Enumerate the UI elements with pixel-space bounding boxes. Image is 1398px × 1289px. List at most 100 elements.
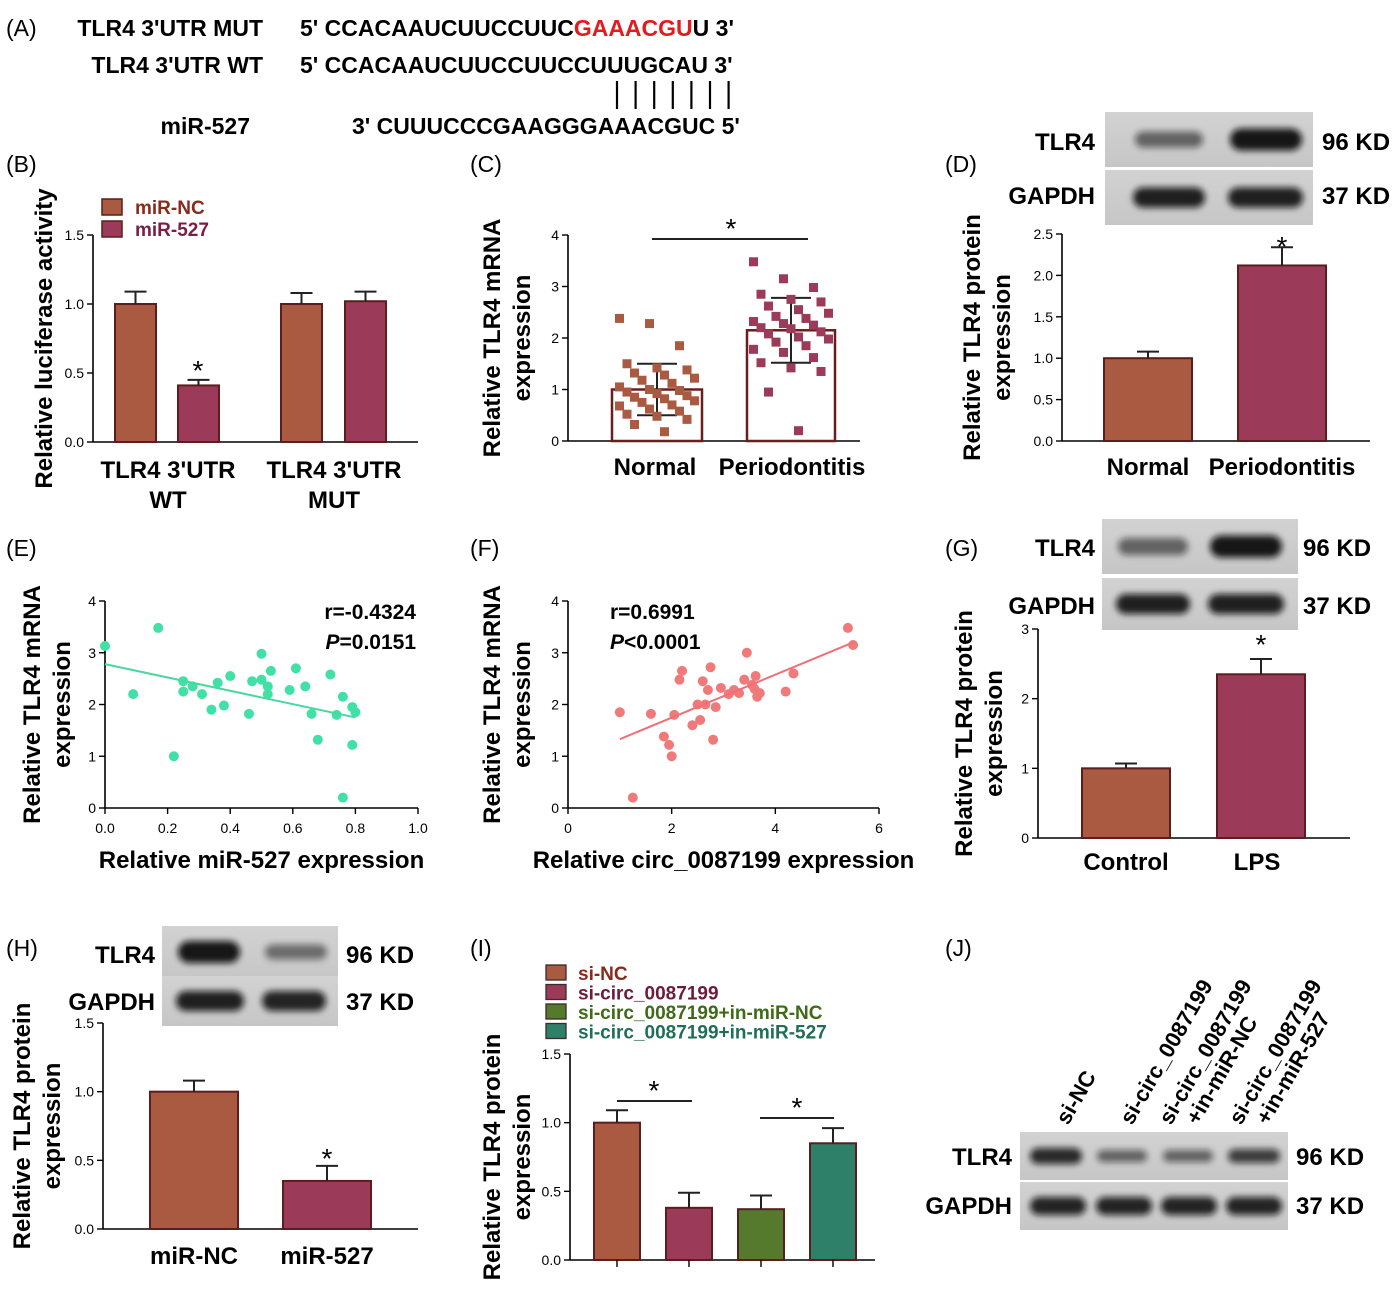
chart-i: 0.0 0.5 1.0 1.5 Relative TLR4 protein express…	[479, 964, 875, 1280]
x-tick-label: miR-NC	[150, 1243, 238, 1270]
kd-label-37: 37 KD	[346, 989, 414, 1016]
y-axis-label: Relative TLR4 protein expression	[951, 610, 1008, 857]
x-tick-label: 2	[668, 820, 676, 836]
stat-p: P<0.0001	[610, 631, 701, 654]
x-tick-label: miR-527	[280, 1243, 373, 1270]
x-tick-label: 0.8	[346, 820, 366, 836]
kd-label-96: 96 KD	[1303, 535, 1371, 562]
x-tick-label: 0.2	[158, 820, 178, 836]
blot-band	[265, 944, 327, 960]
data-point	[687, 720, 698, 731]
x-tick-label: Control	[1083, 849, 1168, 876]
blot-d: TLR4 GAPDH 96 KD 37 KD	[1008, 129, 1390, 210]
data-point	[128, 689, 139, 700]
x-tick-label: WT	[149, 487, 187, 514]
legend-label: si-NC	[578, 964, 628, 985]
data-point	[779, 347, 788, 357]
sig-star: *	[792, 1092, 803, 1123]
data-point	[645, 385, 654, 394]
y-axis-label-line: expression	[981, 670, 1008, 797]
stat-p-value: <0.0001	[624, 631, 701, 654]
sig-star: *	[322, 1143, 333, 1174]
bar-0-0	[114, 303, 157, 443]
chart-c: 0 1 2 3 4 Relative TLR4 mRNA expression Normal P…	[479, 213, 865, 481]
stat-p-value: =0.0151	[340, 631, 417, 654]
data-point	[786, 363, 796, 373]
x-tick-label: 0.6	[283, 820, 303, 836]
chart-h: 0.0 0.5 1.0 1.5 Relative TLR4 protein express…	[9, 1003, 418, 1270]
blot-label-tlr4: TLR4	[952, 1144, 1013, 1171]
y-tick-label: 0.5	[1034, 392, 1054, 408]
data-point	[739, 674, 750, 685]
data-point	[708, 734, 719, 745]
blot-band	[1228, 187, 1303, 208]
data-point	[842, 622, 853, 633]
y-tick-label: 2	[551, 330, 559, 346]
blot-band	[262, 991, 326, 1011]
blot-g-tlr4	[1102, 519, 1298, 574]
data-point	[816, 297, 826, 307]
data-point	[695, 715, 706, 726]
x-axis-label: Relative circ_0087199 expression	[533, 847, 915, 874]
data-point	[749, 317, 758, 327]
kd-label-96: 96 KD	[1296, 1144, 1364, 1171]
data-point	[325, 669, 336, 680]
y-axis-label-line: expression	[509, 1094, 536, 1221]
panel-i-label: (I)	[470, 935, 492, 961]
data-point	[749, 257, 758, 267]
blot-band	[1096, 1197, 1152, 1215]
fit-line	[104, 663, 356, 719]
data-point	[801, 313, 811, 323]
stat-r: r=0.6991	[610, 601, 695, 624]
data-point	[622, 409, 632, 419]
x-tick-label: Periodontitis	[719, 454, 866, 481]
data-point	[664, 739, 675, 750]
bar-0	[149, 1090, 239, 1230]
y-tick-label: 0.5	[65, 365, 85, 381]
data-point	[809, 353, 818, 363]
y-tick-label: 3	[551, 645, 559, 661]
data-point	[764, 301, 773, 311]
data-point	[197, 689, 208, 700]
blot-band	[178, 941, 240, 963]
bar-1	[282, 1179, 372, 1231]
y-tick-label: 2	[1021, 691, 1029, 707]
blot-d-tlr4	[1105, 112, 1313, 167]
data-point	[645, 708, 656, 719]
data-point	[779, 274, 788, 284]
panel-a-label: (A)	[6, 15, 37, 41]
legend-label: si-circ_0087199+in-miR-527	[578, 1023, 827, 1044]
stat-p-label: P	[325, 631, 340, 654]
data-point	[637, 375, 647, 385]
data-point	[660, 427, 669, 437]
blot-label-gapdh: GAPDH	[68, 989, 155, 1016]
data-point	[312, 734, 323, 745]
data-point	[652, 411, 662, 421]
panel-h-label: (H)	[6, 935, 38, 961]
y-tick-label: 0	[551, 433, 559, 449]
y-tick-label: 1	[551, 382, 559, 398]
data-point	[794, 332, 803, 342]
data-point	[667, 378, 677, 388]
y-tick-label: 3	[1021, 621, 1029, 637]
y-tick-label: 0.0	[542, 1252, 562, 1268]
data-point	[645, 404, 654, 414]
legend-swatch	[545, 1003, 567, 1020]
data-point	[218, 700, 229, 711]
y-tick-label: 1.5	[75, 1015, 95, 1031]
data-point	[262, 681, 273, 692]
chart-g: 0 1 2 3 Relative TLR4 protein expression Contr…	[951, 610, 1350, 876]
y-tick-label: 0.5	[542, 1183, 562, 1199]
kd-label-37: 37 KD	[1322, 183, 1390, 210]
data-point	[675, 386, 684, 396]
legend-label: miR-NC	[135, 198, 205, 219]
data-point	[660, 394, 669, 404]
legend-swatch	[545, 1022, 567, 1040]
panel-g-label: (G)	[945, 535, 978, 561]
data-point	[756, 289, 766, 299]
blot-h-tlr4	[162, 926, 338, 978]
y-axis-label: Relative TLR4 protein expression	[479, 1034, 536, 1281]
sig-star: *	[726, 213, 737, 244]
data-point	[705, 662, 716, 673]
mir-sequence: 3' CUUUCCCGAAGGGAAACGUC 5'	[352, 113, 740, 139]
